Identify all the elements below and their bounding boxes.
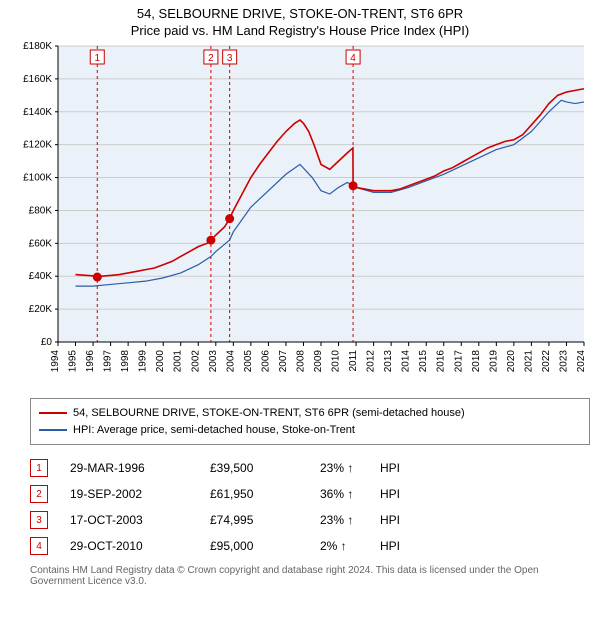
svg-text:1996: 1996 — [85, 350, 96, 373]
attribution-footnote: Contains HM Land Registry data © Crown c… — [30, 565, 590, 587]
svg-text:2004: 2004 — [225, 350, 236, 373]
legend-label-price-paid: 54, SELBOURNE DRIVE, STOKE-ON-TRENT, ST6… — [73, 405, 465, 422]
svg-text:2014: 2014 — [401, 350, 412, 373]
svg-text:2019: 2019 — [488, 350, 499, 373]
svg-text:2000: 2000 — [155, 350, 166, 373]
sale-price: £95,000 — [210, 539, 320, 553]
svg-text:2020: 2020 — [506, 350, 517, 373]
svg-text:2016: 2016 — [436, 350, 447, 373]
svg-text:2017: 2017 — [453, 350, 464, 373]
svg-text:2001: 2001 — [173, 350, 184, 373]
svg-text:1995: 1995 — [68, 350, 79, 373]
svg-text:2: 2 — [208, 53, 214, 64]
legend-label-hpi: HPI: Average price, semi-detached house,… — [73, 422, 355, 439]
svg-text:2024: 2024 — [576, 350, 587, 373]
sale-number-box: 2 — [30, 485, 48, 503]
legend-row-1: 54, SELBOURNE DRIVE, STOKE-ON-TRENT, ST6… — [39, 405, 581, 422]
sales-table-row: 1 29-MAR-1996£39,50023% ↑HPI — [30, 455, 590, 481]
chart-title-subtitle: Price paid vs. HM Land Registry's House … — [10, 23, 590, 38]
svg-text:£100K: £100K — [23, 173, 52, 184]
svg-text:4: 4 — [350, 53, 356, 64]
svg-text:2018: 2018 — [471, 350, 482, 373]
sale-price: £74,995 — [210, 513, 320, 527]
svg-text:1: 1 — [94, 53, 100, 64]
svg-text:1997: 1997 — [103, 350, 114, 373]
sale-date: 29-OCT-2010 — [70, 539, 210, 553]
svg-text:£120K: £120K — [23, 140, 52, 151]
sales-table-row: 2 19-SEP-2002£61,95036% ↑HPI — [30, 481, 590, 507]
chart-title-address: 54, SELBOURNE DRIVE, STOKE-ON-TRENT, ST6… — [10, 6, 590, 21]
sale-pct: 23% ↑ — [320, 513, 380, 527]
sale-pct: 36% ↑ — [320, 487, 380, 501]
page-container: 54, SELBOURNE DRIVE, STOKE-ON-TRENT, ST6… — [0, 0, 600, 587]
chart-svg: £0 £20K £40K £60K £80K £100K £120K £140K £160K £1… — [10, 40, 590, 390]
svg-text:£180K: £180K — [23, 41, 52, 52]
chart-area: £0 £20K £40K £60K £80K £100K £120K £140K £160K £1… — [10, 40, 590, 390]
svg-text:2007: 2007 — [278, 350, 289, 373]
svg-text:£60K: £60K — [29, 238, 53, 249]
sale-number-box: 4 — [30, 537, 48, 555]
sale-date: 29-MAR-1996 — [70, 461, 210, 475]
svg-text:1999: 1999 — [138, 350, 149, 373]
svg-text:1994: 1994 — [50, 350, 61, 373]
legend-row-2: HPI: Average price, semi-detached house,… — [39, 422, 581, 439]
legend-swatch-price-paid — [39, 412, 67, 414]
svg-text:2010: 2010 — [331, 350, 342, 373]
svg-text:1998: 1998 — [120, 350, 131, 373]
svg-text:3: 3 — [227, 53, 233, 64]
svg-text:2008: 2008 — [295, 350, 306, 373]
svg-text:2023: 2023 — [558, 350, 569, 373]
svg-text:2006: 2006 — [260, 350, 271, 373]
sale-date: 19-SEP-2002 — [70, 487, 210, 501]
sale-pct: 2% ↑ — [320, 539, 380, 553]
chart-title-block: 54, SELBOURNE DRIVE, STOKE-ON-TRENT, ST6… — [0, 0, 600, 40]
sale-hpi-label: HPI — [380, 487, 460, 501]
sales-table-row: 4 29-OCT-2010£95,0002% ↑HPI — [30, 533, 590, 559]
svg-text:2013: 2013 — [383, 350, 394, 373]
svg-text:2015: 2015 — [418, 350, 429, 373]
sale-number-box: 1 — [30, 459, 48, 477]
sale-hpi-label: HPI — [380, 513, 460, 527]
sale-price: £61,950 — [210, 487, 320, 501]
svg-text:2003: 2003 — [208, 350, 219, 373]
sale-pct: 23% ↑ — [320, 461, 380, 475]
svg-text:2005: 2005 — [243, 350, 254, 373]
sale-price: £39,500 — [210, 461, 320, 475]
sales-table: 129-MAR-1996£39,50023% ↑HPI219-SEP-2002£… — [30, 455, 590, 559]
svg-text:£40K: £40K — [29, 271, 53, 282]
svg-text:2022: 2022 — [541, 350, 552, 373]
sales-table-row: 3 17-OCT-2003£74,99523% ↑HPI — [30, 507, 590, 533]
svg-text:2021: 2021 — [523, 350, 534, 373]
sale-hpi-label: HPI — [380, 539, 460, 553]
svg-text:£160K: £160K — [23, 74, 52, 85]
sale-hpi-label: HPI — [380, 461, 460, 475]
svg-text:£140K: £140K — [23, 107, 52, 118]
svg-text:£20K: £20K — [29, 304, 53, 315]
svg-text:£80K: £80K — [29, 205, 53, 216]
svg-text:2011: 2011 — [348, 350, 359, 372]
sale-date: 17-OCT-2003 — [70, 513, 210, 527]
legend: 54, SELBOURNE DRIVE, STOKE-ON-TRENT, ST6… — [30, 398, 590, 445]
sale-number-box: 3 — [30, 511, 48, 529]
svg-text:2009: 2009 — [313, 350, 324, 373]
svg-text:2002: 2002 — [190, 350, 201, 373]
svg-text:2012: 2012 — [366, 350, 377, 373]
legend-swatch-hpi — [39, 429, 67, 431]
svg-text:£0: £0 — [41, 337, 53, 348]
